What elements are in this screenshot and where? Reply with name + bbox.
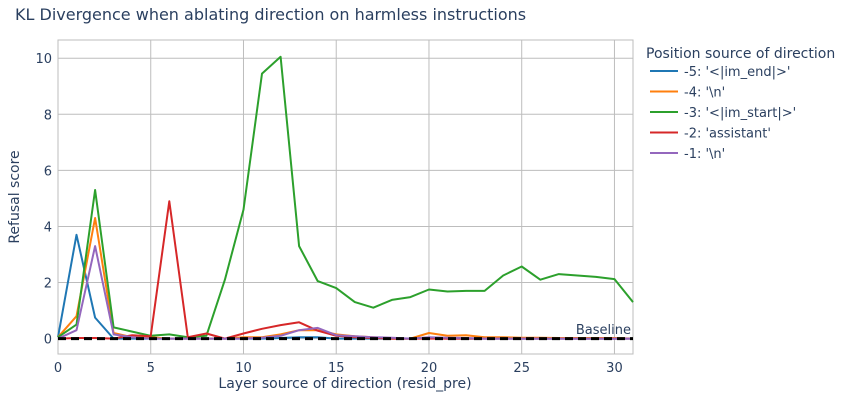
x-tick-label: 20 [421,361,438,376]
chart-title: KL Divergence when ablating direction on… [15,5,526,24]
x-tick-label: 0 [54,361,62,376]
y-tick-label: 8 [44,108,52,123]
legend-title: Position source of direction [646,46,835,62]
plot-frame [57,39,634,355]
series-layer [57,55,634,341]
x-tick-label: 15 [328,361,345,376]
x-tick-label: 10 [235,361,252,376]
grid [57,40,633,354]
plot-area [57,39,634,355]
legend: Position source of direction -5: '<|im_e… [646,46,835,162]
legend-entry: -4: '\n' [684,86,725,101]
y-tick-label: 2 [44,277,52,292]
x-tick-label: 30 [606,361,623,376]
y-tick-label: 4 [44,220,52,235]
legend-entry: -5: '<|im_end|>' [684,65,790,80]
x-tick-label: 25 [513,361,530,376]
baseline-label: Baseline [576,323,631,338]
legend-entry: -1: '\n' [684,147,725,162]
legend-entry: -2: 'assistant' [684,127,771,142]
y-tick-label: 6 [44,164,52,179]
y-tick-label: 10 [35,52,52,67]
y-axis-label: Refusal score [7,150,23,243]
y-tick-label: 0 [44,333,52,348]
legend-entry: -3: '<|im_start|>' [684,106,796,121]
series-line-3 [57,55,634,339]
x-tick-label: 5 [147,361,155,376]
x-axis-label: Layer source of direction (resid_pre) [218,376,471,392]
ticks: 0 5 10 15 20 25 30 0 2 4 6 8 10 [35,52,622,376]
